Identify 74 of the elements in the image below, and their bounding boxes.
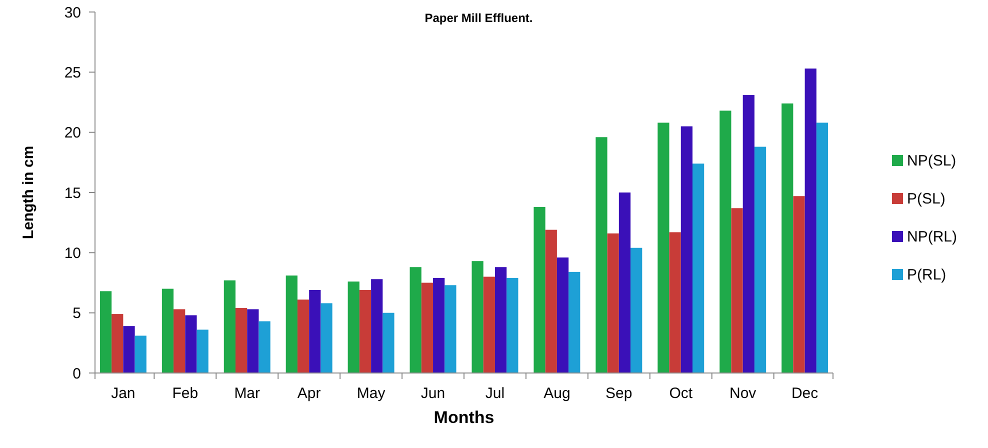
x-tick-label: Nov — [730, 385, 757, 402]
bar — [309, 290, 321, 373]
bar — [680, 126, 692, 373]
y-tick-label: 30 — [64, 4, 81, 22]
bar — [162, 288, 174, 373]
bar — [134, 336, 146, 373]
legend-label: NP(SL) — [907, 152, 956, 170]
chart-title: Paper Mill Effluent. — [424, 11, 533, 25]
bar — [607, 233, 619, 373]
y-tick-label: 20 — [64, 124, 81, 142]
bar — [185, 315, 197, 373]
bar — [669, 232, 681, 373]
bar — [494, 267, 507, 373]
bar — [506, 278, 518, 373]
bar — [410, 267, 422, 373]
bar — [320, 303, 332, 373]
x-axis-title: Months — [434, 408, 494, 427]
bar — [793, 196, 805, 373]
bar — [804, 68, 816, 373]
bar — [782, 103, 794, 373]
y-tick-label: 10 — [64, 244, 81, 262]
legend-label: P(SL) — [907, 190, 946, 208]
x-tick-label: Dec — [791, 385, 819, 402]
bar — [534, 206, 546, 373]
bar — [224, 280, 236, 373]
legend-label: NP(RL) — [907, 228, 958, 246]
bar — [630, 248, 642, 373]
bar — [618, 192, 631, 373]
x-tick-label: Jun — [420, 385, 446, 402]
bar — [359, 290, 372, 373]
bar — [754, 146, 766, 373]
y-axis-title: Length in cm — [20, 146, 37, 240]
bar — [371, 279, 383, 373]
bar — [596, 137, 608, 373]
y-tick-label: 5 — [72, 305, 81, 322]
bar — [112, 314, 124, 373]
y-tick-label: 25 — [64, 64, 81, 82]
bar — [196, 330, 208, 373]
bar — [816, 122, 828, 373]
x-tick-label: Sep — [606, 385, 632, 402]
bar — [444, 285, 456, 373]
y-tick-label: 15 — [64, 184, 81, 202]
bar — [568, 272, 580, 373]
bar — [382, 312, 394, 373]
x-tick-label: Feb — [172, 385, 198, 402]
x-tick-label: Jan — [111, 385, 136, 402]
bar — [692, 164, 704, 373]
bar — [123, 326, 135, 373]
bar — [483, 276, 495, 373]
bar — [100, 291, 112, 373]
bar — [421, 282, 434, 373]
bar — [236, 308, 248, 373]
x-tick-label: May — [356, 385, 386, 402]
x-tick-label: Oct — [669, 385, 694, 402]
x-tick-label: Aug — [544, 385, 570, 402]
bar — [472, 261, 484, 373]
bar — [742, 95, 754, 373]
bar — [545, 230, 557, 373]
bar — [433, 278, 445, 373]
bar — [731, 208, 743, 373]
bar — [247, 309, 259, 373]
y-tick-label: 0 — [72, 365, 81, 382]
x-tick-label: Apr — [297, 385, 321, 402]
bar — [348, 282, 360, 373]
bar — [174, 309, 186, 373]
bar — [258, 321, 270, 373]
bar — [658, 122, 670, 373]
bar — [720, 110, 732, 373]
bar — [556, 257, 569, 373]
legend-label: P(RL) — [907, 266, 946, 284]
bar — [297, 300, 310, 373]
x-tick-label: Jul — [485, 385, 505, 402]
x-tick-label: Mar — [234, 385, 260, 402]
bar — [286, 276, 298, 373]
